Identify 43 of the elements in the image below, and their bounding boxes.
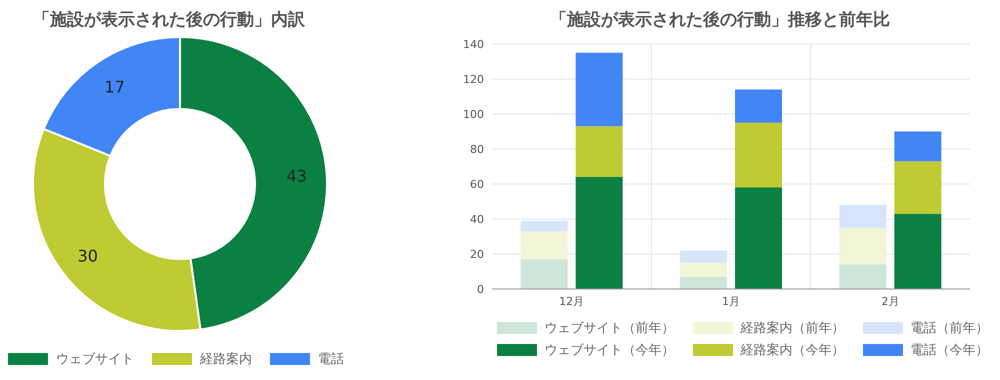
chart-title: 「施設が表示された後の行動」推移と前年比 bbox=[549, 9, 891, 32]
data-label: 43 bbox=[286, 166, 307, 186]
x-tick-label: 12月 bbox=[559, 294, 584, 308]
legend-label: 経路案内（前年） bbox=[740, 320, 844, 337]
bar bbox=[735, 122, 782, 188]
x-tick-label: 2月 bbox=[881, 294, 900, 308]
chart-title: 「施設が表示された後の行動」内訳 bbox=[32, 9, 306, 32]
bar bbox=[839, 205, 886, 228]
legend-label: 経路案内（今年） bbox=[740, 342, 844, 359]
bar bbox=[680, 250, 728, 263]
bar bbox=[680, 276, 728, 289]
y-tick-label: 140 bbox=[463, 38, 484, 51]
bar bbox=[680, 262, 728, 277]
legend-label: ウェブサイト bbox=[56, 351, 134, 368]
x-tick-label: 1月 bbox=[722, 294, 740, 308]
bar bbox=[894, 161, 942, 214]
y-tick-label: 40 bbox=[470, 212, 484, 226]
bar bbox=[576, 126, 623, 177]
legend-label: 経路案内 bbox=[200, 351, 252, 368]
bar bbox=[576, 52, 623, 126]
bar bbox=[735, 188, 782, 289]
y-tick-label: 100 bbox=[463, 108, 484, 121]
bar bbox=[520, 220, 568, 232]
bar bbox=[839, 264, 886, 289]
legend-label: ウェブサイト（今年） bbox=[544, 342, 674, 359]
y-tick-label: 0 bbox=[477, 282, 484, 296]
y-tick-label: 120 bbox=[463, 72, 484, 86]
bar bbox=[735, 90, 782, 123]
y-tick-label: 80 bbox=[470, 142, 484, 156]
data-label: 17 bbox=[104, 78, 125, 97]
legend-label: 電話（前年） bbox=[910, 320, 988, 337]
bar bbox=[576, 177, 623, 289]
legend-label: ウェブサイト（前年） bbox=[544, 320, 674, 337]
bar bbox=[839, 228, 886, 264]
y-tick-label: 20 bbox=[470, 248, 484, 261]
y-tick-label: 60 bbox=[470, 178, 484, 191]
bar bbox=[520, 259, 568, 289]
data-label: 30 bbox=[78, 246, 98, 266]
bar bbox=[520, 231, 568, 260]
bar bbox=[894, 132, 942, 162]
bar bbox=[894, 214, 942, 289]
legend-label: 電話 bbox=[318, 351, 344, 368]
legend-label: 電話（今年） bbox=[910, 342, 988, 359]
